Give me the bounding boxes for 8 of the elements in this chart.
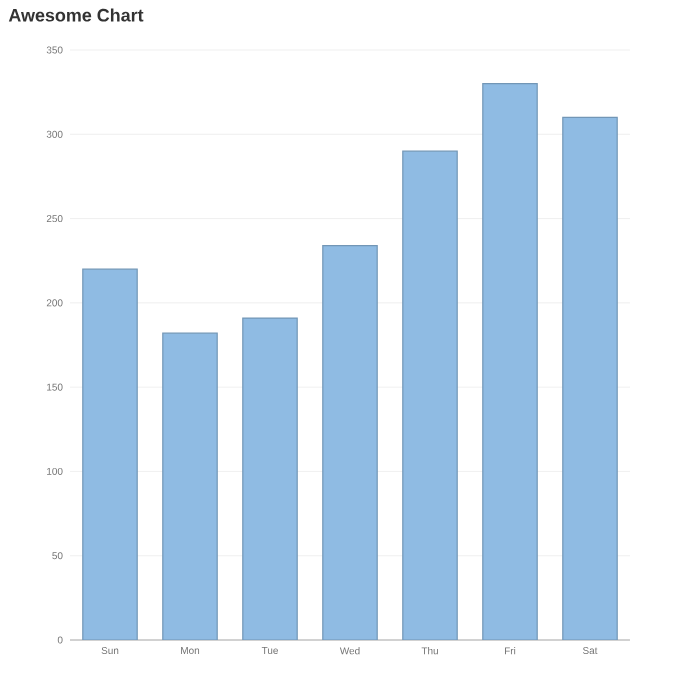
chart-title: Awesome Chart [8, 8, 144, 22]
bar [562, 116, 618, 640]
bar [482, 83, 538, 640]
bar [322, 244, 378, 640]
bar [162, 332, 218, 640]
bar [242, 317, 298, 640]
bar [82, 268, 138, 640]
bar [402, 150, 458, 640]
